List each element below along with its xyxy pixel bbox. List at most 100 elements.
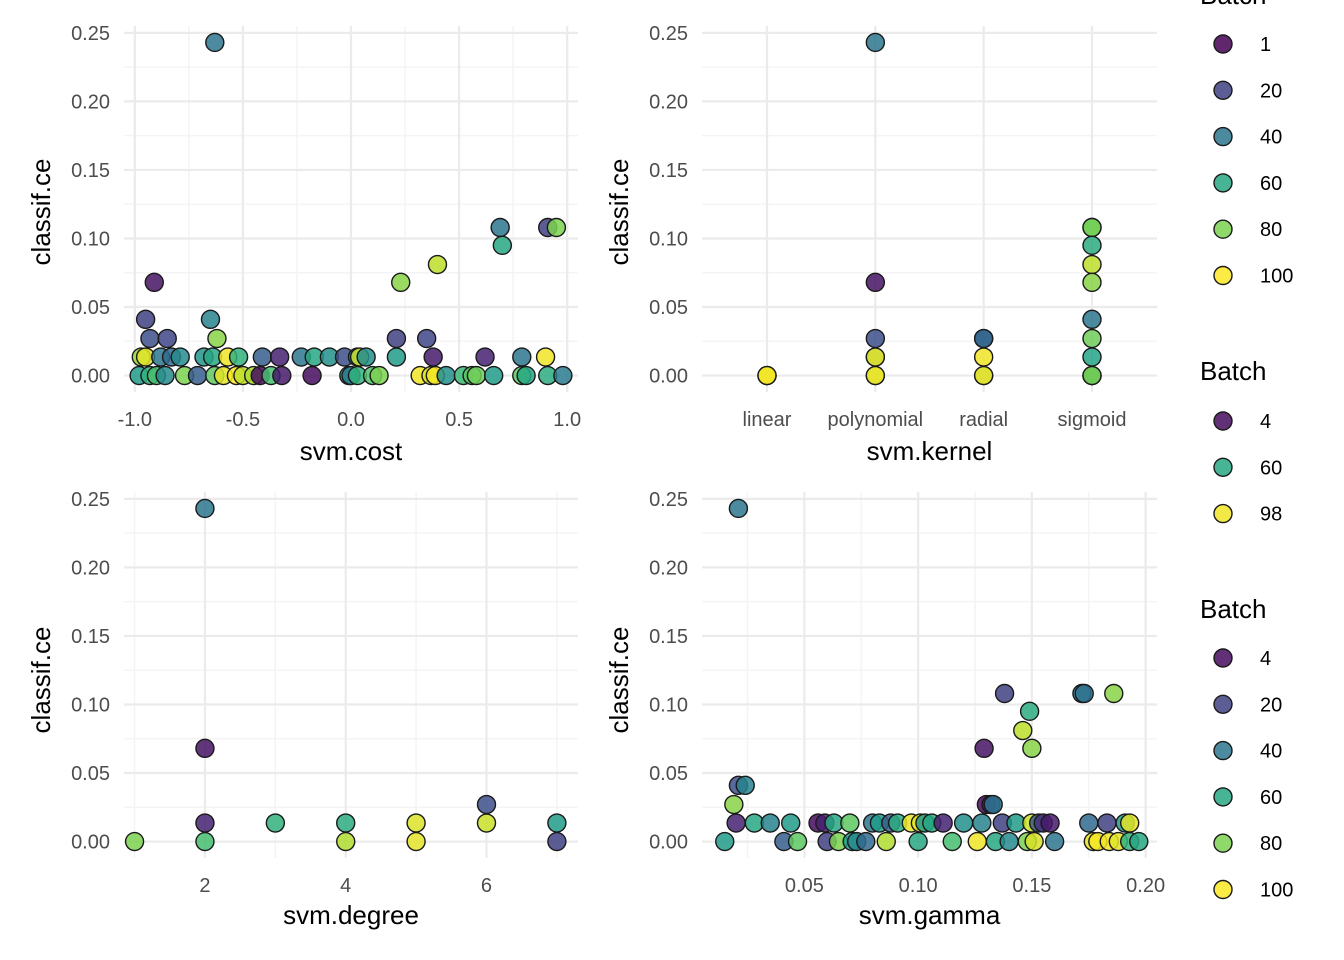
scatter-point [406, 831, 426, 852]
scatter-point [535, 347, 556, 367]
scatter-point [187, 365, 208, 386]
scatter-point [908, 831, 928, 852]
y-tick-label: 0.15 [71, 160, 110, 182]
scatter-point [228, 347, 249, 367]
scatter-point [1024, 831, 1044, 852]
x-tick-label: 1.0 [553, 409, 581, 431]
legend-key [1213, 833, 1233, 853]
legend-label: 80 [1260, 833, 1282, 855]
scatter-point [1097, 813, 1117, 833]
scatter-point [1082, 347, 1102, 367]
scatter-point [1082, 254, 1102, 275]
y-tick-label: 0.10 [71, 228, 110, 250]
scatter-point [856, 831, 876, 852]
x-axis-label: svm.degree [283, 900, 419, 930]
scatter-point [416, 328, 437, 349]
y-axis-label: classif.ce [604, 627, 634, 734]
scatter-point [476, 794, 497, 815]
scatter-point [1129, 831, 1149, 852]
scatter-point [972, 813, 992, 833]
scatter-point [423, 347, 443, 367]
legend-label: 4 [1260, 648, 1271, 670]
legend-label: 20 [1260, 694, 1282, 716]
scatter-point [1119, 813, 1140, 833]
scatter-point [760, 813, 780, 833]
legend-key [1213, 265, 1233, 286]
scatter-point [252, 347, 273, 367]
x-tick-label: radial [959, 409, 1008, 431]
scatter-point [840, 813, 860, 833]
scatter-point [994, 683, 1015, 704]
legend-label: 1 [1260, 34, 1271, 56]
x-tick-label: polynomial [828, 409, 924, 431]
legend-key [1213, 34, 1233, 54]
scatter-point [144, 272, 164, 293]
x-tick-label: 0.05 [785, 875, 824, 897]
scatter-point [546, 217, 567, 238]
scatter-point [476, 813, 497, 833]
y-tick-label: 0.05 [71, 763, 110, 785]
x-tick-label: sigmoid [1058, 409, 1127, 431]
scatter-point [547, 831, 567, 852]
scatter-point [483, 365, 504, 386]
scatter-point [1074, 683, 1094, 704]
legend-label: 4 [1260, 411, 1271, 433]
scatter-point [406, 813, 426, 833]
scatter-point [999, 831, 1019, 852]
x-tick-label: 0.0 [337, 409, 365, 431]
scatter-point [781, 813, 801, 833]
legend-key [1213, 503, 1233, 524]
y-axis-label: classif.ce [26, 627, 56, 734]
scatter-point [336, 813, 356, 833]
scatter-point [195, 498, 215, 519]
scatter-point [983, 794, 1003, 815]
scatter-point [1082, 217, 1102, 238]
scatter-point [1082, 365, 1102, 386]
y-axis-label: classif.ce [26, 159, 56, 266]
legend-title: Batch [1200, 356, 1267, 386]
legend-key [1213, 411, 1233, 431]
scatter-point [140, 328, 160, 349]
x-tick-label: 0.10 [899, 875, 938, 897]
scatter-point [973, 328, 994, 349]
panel-1: 0.00 0.05 0.10 0.15 0.20 0.25 -1.0 -0.5 0.0 0.5 1.… [26, 23, 581, 466]
scatter-point [135, 309, 156, 330]
scatter-point [369, 365, 389, 386]
scatter-point [547, 813, 567, 833]
scatter-point [865, 365, 886, 386]
scatter-point [155, 365, 175, 386]
x-tick-label: 6 [481, 875, 492, 897]
scatter-point [724, 794, 744, 815]
scatter-point [1022, 738, 1042, 759]
legend-key [1213, 80, 1233, 101]
y-tick-label: 0.10 [649, 694, 688, 716]
y-tick-label: 0.20 [649, 91, 688, 113]
scatter-point [1104, 683, 1124, 704]
x-tick-label: linear [743, 409, 792, 431]
y-tick-label: 0.15 [649, 160, 688, 182]
y-tick-label: 0.25 [71, 23, 110, 45]
scatter-point [200, 309, 221, 330]
scatter-point [876, 831, 896, 852]
y-tick-label: 0.00 [71, 366, 110, 388]
scatter-point [195, 813, 215, 833]
scatter-point [386, 328, 407, 349]
x-axis-label: svm.cost [300, 436, 403, 466]
panel-3: 0.00 0.05 0.10 0.15 0.20 0.25 2 4 6 svm.degree cla… [26, 489, 578, 930]
scatter-point [973, 365, 994, 386]
scatter-point [865, 328, 886, 349]
scatter-point [1013, 720, 1033, 741]
scatter-point [787, 831, 808, 852]
scatter-point [124, 831, 145, 852]
scatter-point [492, 235, 513, 256]
scatter-point [553, 365, 573, 386]
scatter-point [269, 347, 290, 367]
scatter-point [1044, 831, 1065, 852]
scatter-point [475, 347, 495, 367]
legend-key [1213, 740, 1233, 761]
y-tick-label: 0.10 [71, 694, 110, 716]
y-tick-label: 0.10 [649, 228, 688, 250]
legend-key [1213, 879, 1233, 900]
y-tick-label: 0.15 [649, 626, 688, 648]
